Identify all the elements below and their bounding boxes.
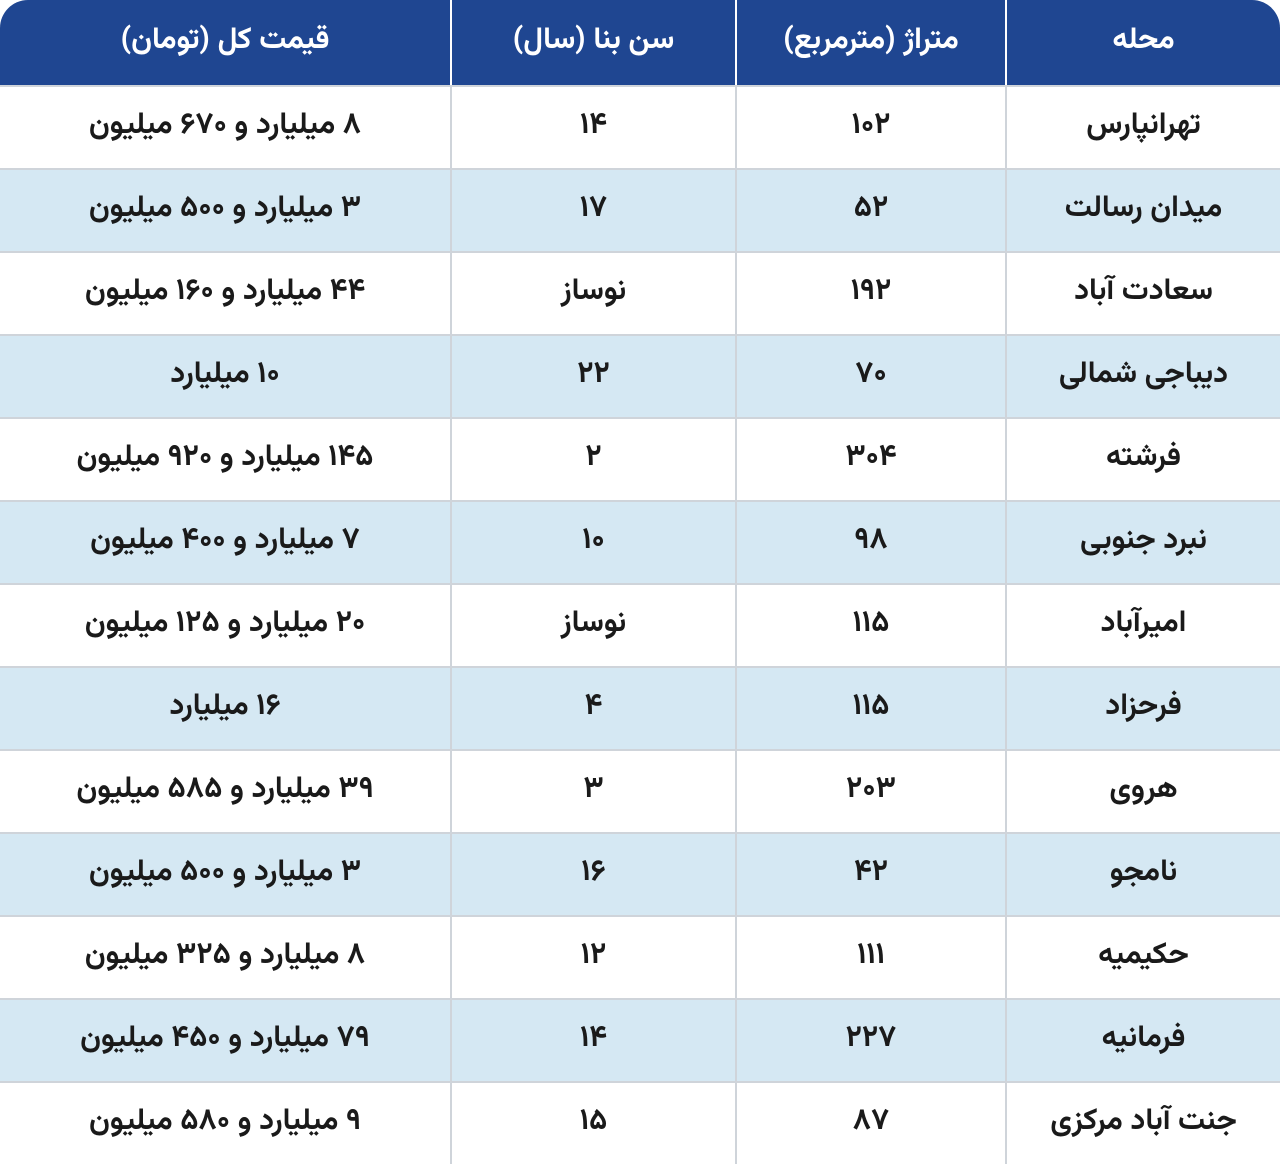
cell-price: ۱۶ میلیارد: [0, 666, 450, 749]
cell-district: تهرانپارس: [1005, 85, 1280, 168]
cell-price: ۳ میلیارد و ۵۰۰ میلیون: [0, 832, 450, 915]
cell-price: ۹ میلیارد و ۵۸۰ میلیون: [0, 1081, 450, 1164]
cell-price: ۸ میلیارد و ۳۲۵ میلیون: [0, 915, 450, 998]
table-row: نبرد جنوبی۹۸۱۰۷ میلیارد و ۴۰۰ میلیون: [0, 500, 1280, 583]
cell-district: دیباجی شمالی: [1005, 334, 1280, 417]
cell-district: نبرد جنوبی: [1005, 500, 1280, 583]
cell-district: نامجو: [1005, 832, 1280, 915]
table-header: محله متراژ (مترمربع) سن بنا (سال) قیمت ک…: [0, 0, 1280, 85]
cell-price: ۳۹ میلیارد و ۵۸۵ میلیون: [0, 749, 450, 832]
col-header-age: سن بنا (سال): [450, 0, 735, 85]
cell-district: فرمانیه: [1005, 998, 1280, 1081]
cell-district: میدان رسالت: [1005, 168, 1280, 251]
table-row: فرشته۳۰۴۲۱۴۵ میلیارد و ۹۲۰ میلیون: [0, 417, 1280, 500]
cell-price: ۷۹ میلیارد و ۴۵۰ میلیون: [0, 998, 450, 1081]
col-header-area: متراژ (مترمربع): [735, 0, 1005, 85]
cell-age: ۳: [450, 749, 735, 832]
cell-area: ۹۸: [735, 500, 1005, 583]
table-row: حکیمیه۱۱۱۱۲۸ میلیارد و ۳۲۵ میلیون: [0, 915, 1280, 998]
cell-age: ۱۶: [450, 832, 735, 915]
cell-price: ۷ میلیارد و ۴۰۰ میلیون: [0, 500, 450, 583]
cell-district: هروی: [1005, 749, 1280, 832]
cell-area: ۱۱۵: [735, 666, 1005, 749]
cell-age: نوساز: [450, 583, 735, 666]
table-row: فرحزاد۱۱۵۴۱۶ میلیارد: [0, 666, 1280, 749]
col-header-district: محله: [1005, 0, 1280, 85]
cell-age: ۱۰: [450, 500, 735, 583]
cell-age: ۱۲: [450, 915, 735, 998]
cell-district: حکیمیه: [1005, 915, 1280, 998]
cell-area: ۸۷: [735, 1081, 1005, 1164]
cell-price: ۸ میلیارد و ۶۷۰ میلیون: [0, 85, 450, 168]
table-row: میدان رسالت۵۲۱۷۳ میلیارد و ۵۰۰ میلیون: [0, 168, 1280, 251]
cell-district: جنت آباد مرکزی: [1005, 1081, 1280, 1164]
cell-district: امیرآباد: [1005, 583, 1280, 666]
cell-age: ۲۲: [450, 334, 735, 417]
table-row: امیرآباد۱۱۵نوساز۲۰ میلیارد و ۱۲۵ میلیون: [0, 583, 1280, 666]
cell-price: ۴۴ میلیارد و ۱۶۰ میلیون: [0, 251, 450, 334]
cell-age: ۴: [450, 666, 735, 749]
table-row: هروی۲۰۳۳۳۹ میلیارد و ۵۸۵ میلیون: [0, 749, 1280, 832]
cell-area: ۱۰۲: [735, 85, 1005, 168]
cell-district: سعادت آباد: [1005, 251, 1280, 334]
cell-price: ۲۰ میلیارد و ۱۲۵ میلیون: [0, 583, 450, 666]
cell-area: ۱۱۱: [735, 915, 1005, 998]
cell-price: ۱۴۵ میلیارد و ۹۲۰ میلیون: [0, 417, 450, 500]
cell-age: ۱۷: [450, 168, 735, 251]
table-row: فرمانیه۲۲۷۱۴۷۹ میلیارد و ۴۵۰ میلیون: [0, 998, 1280, 1081]
table-row: سعادت آباد۱۹۲نوساز۴۴ میلیارد و ۱۶۰ میلیو…: [0, 251, 1280, 334]
cell-area: ۷۰: [735, 334, 1005, 417]
table-row: نامجو۴۲۱۶۳ میلیارد و ۵۰۰ میلیون: [0, 832, 1280, 915]
cell-area: ۱۹۲: [735, 251, 1005, 334]
cell-area: ۳۰۴: [735, 417, 1005, 500]
price-table-container: محله متراژ (مترمربع) سن بنا (سال) قیمت ک…: [0, 0, 1280, 1164]
cell-area: ۲۲۷: [735, 998, 1005, 1081]
table-row: دیباجی شمالی۷۰۲۲۱۰ میلیارد: [0, 334, 1280, 417]
cell-price: ۳ میلیارد و ۵۰۰ میلیون: [0, 168, 450, 251]
cell-area: ۵۲: [735, 168, 1005, 251]
cell-district: فرحزاد: [1005, 666, 1280, 749]
table-row: جنت آباد مرکزی۸۷۱۵۹ میلیارد و ۵۸۰ میلیون: [0, 1081, 1280, 1164]
table-row: تهرانپارس۱۰۲۱۴۸ میلیارد و ۶۷۰ میلیون: [0, 85, 1280, 168]
cell-area: ۲۰۳: [735, 749, 1005, 832]
cell-age: ۱۴: [450, 85, 735, 168]
cell-age: ۱۵: [450, 1081, 735, 1164]
cell-area: ۱۱۵: [735, 583, 1005, 666]
col-header-price: قیمت کل (تومان): [0, 0, 450, 85]
price-table: محله متراژ (مترمربع) سن بنا (سال) قیمت ک…: [0, 0, 1280, 1164]
cell-district: فرشته: [1005, 417, 1280, 500]
table-body: تهرانپارس۱۰۲۱۴۸ میلیارد و ۶۷۰ میلیونمیدا…: [0, 85, 1280, 1164]
cell-area: ۴۲: [735, 832, 1005, 915]
cell-age: نوساز: [450, 251, 735, 334]
cell-age: ۲: [450, 417, 735, 500]
cell-price: ۱۰ میلیارد: [0, 334, 450, 417]
cell-age: ۱۴: [450, 998, 735, 1081]
